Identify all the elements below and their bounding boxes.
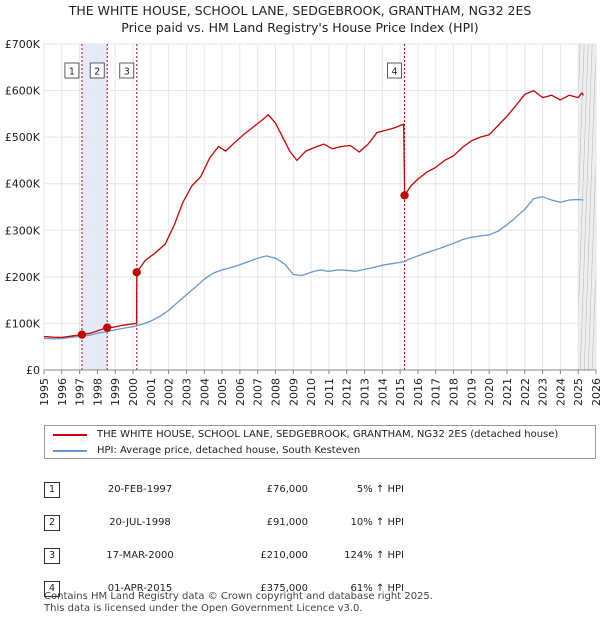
shaded-period	[136, 44, 138, 370]
x-tick-label: 2012	[341, 378, 354, 406]
y-tick-label: £700K	[5, 38, 41, 51]
sale-date: 01-APR-2015	[107, 583, 173, 594]
y-tick-label: £500K	[5, 131, 41, 144]
x-tick-label: 2023	[537, 378, 550, 406]
sale-marker-box	[387, 62, 402, 79]
price-chart: 1 2 3 4 £0 £100K £200K £300K £400K £500K £600K £700…	[5, 38, 600, 406]
x-tick-label: 2003	[180, 378, 193, 406]
x-tick-label: 2021	[501, 378, 514, 406]
x-tick-label: 2007	[252, 378, 265, 406]
y-tick-label: £600K	[5, 85, 41, 98]
sale-date: 20-FEB-1997	[107, 484, 173, 495]
sale-price: £91,000	[266, 517, 308, 528]
footer-copyright: Contains HM Land Registry data © Crown c…	[44, 591, 433, 602]
table-row: 3 17-MAR-2000 £210,000 124% ↑ HPI	[44, 539, 404, 572]
x-tick-label: 2013	[359, 378, 372, 406]
x-tick-label: 1997	[74, 378, 87, 406]
legend-hpi-line-icon	[53, 450, 87, 452]
sale-number-badge: 3	[44, 547, 60, 564]
sale-number-badge: 1	[44, 481, 60, 498]
x-tick-label: 2004	[198, 378, 211, 406]
x-tick-label: 2001	[145, 378, 158, 406]
x-tick-label: 2005	[216, 378, 229, 406]
sale-hpi-change: 124% ↑ HPI	[344, 550, 404, 561]
legend-property-label: THE WHITE HOUSE, SCHOOL LANE, SEDGEBROOK…	[97, 429, 559, 440]
sale-date: 20-JUL-1998	[109, 517, 171, 528]
x-tick-label: 2016	[412, 378, 425, 406]
sale-number-badge: 2	[44, 514, 60, 531]
sale-hpi-change: 61% ↑ HPI	[350, 583, 404, 594]
x-tick-label: 2002	[163, 378, 176, 406]
x-tick-label: 1998	[91, 378, 104, 406]
sale-point	[132, 268, 141, 277]
chart-title: THE WHITE HOUSE, SCHOOL LANE, SEDGEBROOK…	[68, 3, 532, 18]
sale-point	[77, 330, 87, 339]
y-tick-label: £0	[26, 364, 40, 377]
table-row: 4 01-APR-2015 £375,000 61% ↑ HPI	[44, 572, 404, 605]
x-tick-label: 2025	[572, 378, 585, 406]
legend-property-line-icon	[53, 434, 87, 436]
sale-point	[400, 191, 409, 200]
table-row: 1 20-FEB-1997 £76,000 5% ↑ HPI	[44, 473, 404, 506]
sale-date: 17-MAR-2000	[106, 550, 174, 561]
x-tick-label: 2014	[376, 378, 389, 406]
shaded-period	[81, 44, 108, 370]
hpi-line	[43, 196, 584, 340]
x-tick-label: 2026	[590, 378, 600, 406]
sale-hpi-change: 5% ↑ HPI	[356, 484, 404, 495]
sale-price: £76,000	[266, 484, 308, 495]
y-tick-label: £200K	[5, 271, 41, 284]
table-row: 2 20-JUL-1998 £91,000 10% ↑ HPI	[44, 506, 404, 539]
x-tick-label: 2008	[269, 378, 282, 406]
footer-licence: This data is licensed under the Open Gov…	[44, 603, 363, 614]
chart-subtitle: Price paid vs. HM Land Registry's House …	[121, 20, 479, 35]
x-tick-label: 2020	[483, 378, 496, 406]
forecast-hatch	[591, 258, 596, 370]
sale-number-badge: 4	[44, 580, 60, 597]
x-tick-label: 2024	[554, 378, 567, 406]
sale-marker-label: 4	[392, 67, 398, 78]
legend: THE WHITE HOUSE, SCHOOL LANE, SEDGEBROOK…	[44, 425, 596, 459]
sale-marker-box	[89, 62, 105, 79]
x-tick-label: 2019	[465, 378, 478, 406]
x-tick-label: 1995	[38, 378, 51, 406]
x-tick-label: 2000	[127, 378, 140, 406]
forecast-hatch	[587, 149, 596, 370]
y-tick-label: £100K	[5, 317, 41, 330]
y-tick-label: £400K	[5, 178, 41, 191]
sale-marker-label: 2	[94, 67, 100, 78]
x-tick-label: 2011	[323, 378, 336, 406]
forecast-region	[578, 44, 596, 370]
sale-hpi-change: 10% ↑ HPI	[350, 517, 404, 528]
x-tick-label: 2010	[305, 378, 318, 406]
forecast-hatch	[583, 44, 596, 370]
plot-area	[44, 44, 596, 370]
x-tick-label: 1996	[56, 378, 69, 406]
x-tick-label: 2018	[448, 378, 461, 406]
sale-point	[103, 323, 112, 332]
x-tick-label: 2006	[234, 378, 247, 406]
sale-marker-label: 1	[69, 67, 75, 78]
legend-hpi-label: HPI: Average price, detached house, Sout…	[97, 445, 361, 456]
sale-price: £375,000	[260, 583, 308, 594]
x-tick-label: 2009	[287, 378, 300, 406]
x-tick-label: 2015	[394, 378, 407, 406]
forecast-hatch	[578, 44, 585, 216]
forecast-hatch	[578, 44, 589, 324]
sale-marker-label: 3	[124, 67, 130, 78]
sale-marker-box	[119, 62, 135, 79]
sales-table: 1 20-FEB-1997 £76,000 5% ↑ HPI 2 20-JUL-…	[44, 473, 404, 605]
sale-price: £210,000	[260, 550, 308, 561]
forecast-hatch	[595, 367, 596, 370]
property-price-line	[43, 89, 585, 339]
x-tick-label: 2017	[430, 378, 443, 406]
x-tick-label: 2022	[519, 378, 532, 406]
sale-marker-box	[64, 62, 80, 79]
x-tick-label: 1999	[109, 378, 122, 406]
y-tick-label: £300K	[5, 224, 41, 237]
forecast-hatch	[579, 44, 593, 370]
